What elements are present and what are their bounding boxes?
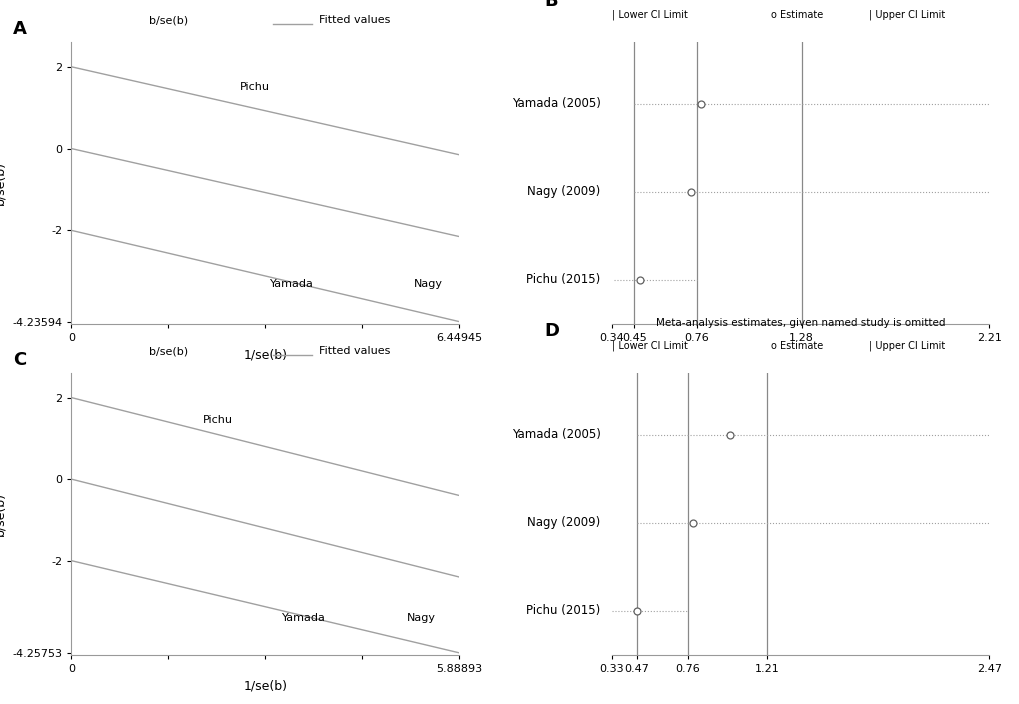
Text: Nagy: Nagy bbox=[414, 279, 442, 289]
Text: Nagy (2009): Nagy (2009) bbox=[527, 185, 600, 199]
Y-axis label: b/se(b): b/se(b) bbox=[0, 492, 7, 536]
Text: Pichu: Pichu bbox=[239, 82, 269, 92]
Text: D: D bbox=[543, 322, 558, 341]
Text: Nagy (2009): Nagy (2009) bbox=[527, 516, 600, 529]
Text: Pichu (2015): Pichu (2015) bbox=[526, 604, 600, 617]
Text: b/se(b): b/se(b) bbox=[149, 15, 187, 25]
Text: B: B bbox=[543, 0, 557, 10]
Text: Fitted values: Fitted values bbox=[319, 15, 390, 25]
Text: Pichu (2015): Pichu (2015) bbox=[526, 273, 600, 287]
Text: Meta-analysis estimates, given named study is omitted: Meta-analysis estimates, given named stu… bbox=[655, 318, 945, 328]
Text: C: C bbox=[13, 351, 26, 369]
Text: A: A bbox=[13, 20, 28, 38]
X-axis label: 1/se(b): 1/se(b) bbox=[243, 348, 287, 361]
Text: Yamada: Yamada bbox=[269, 279, 313, 289]
Text: Yamada (2005): Yamada (2005) bbox=[512, 97, 600, 111]
Text: | Upper CI Limit: | Upper CI Limit bbox=[868, 340, 944, 351]
Text: Yamada (2005): Yamada (2005) bbox=[512, 428, 600, 441]
Text: Fitted values: Fitted values bbox=[319, 346, 390, 356]
Y-axis label: b/se(b): b/se(b) bbox=[0, 161, 7, 205]
Text: | Lower CI Limit: | Lower CI Limit bbox=[611, 9, 687, 20]
Text: o Estimate: o Estimate bbox=[769, 341, 822, 351]
Text: Pichu: Pichu bbox=[203, 415, 232, 425]
Text: Yamada: Yamada bbox=[281, 612, 326, 623]
Text: | Upper CI Limit: | Upper CI Limit bbox=[868, 9, 944, 20]
Text: b/se(b): b/se(b) bbox=[149, 346, 187, 356]
Text: Nagy: Nagy bbox=[407, 612, 436, 623]
Text: o Estimate: o Estimate bbox=[769, 10, 822, 20]
Text: | Lower CI Limit: | Lower CI Limit bbox=[611, 340, 687, 351]
X-axis label: 1/se(b): 1/se(b) bbox=[243, 679, 287, 692]
